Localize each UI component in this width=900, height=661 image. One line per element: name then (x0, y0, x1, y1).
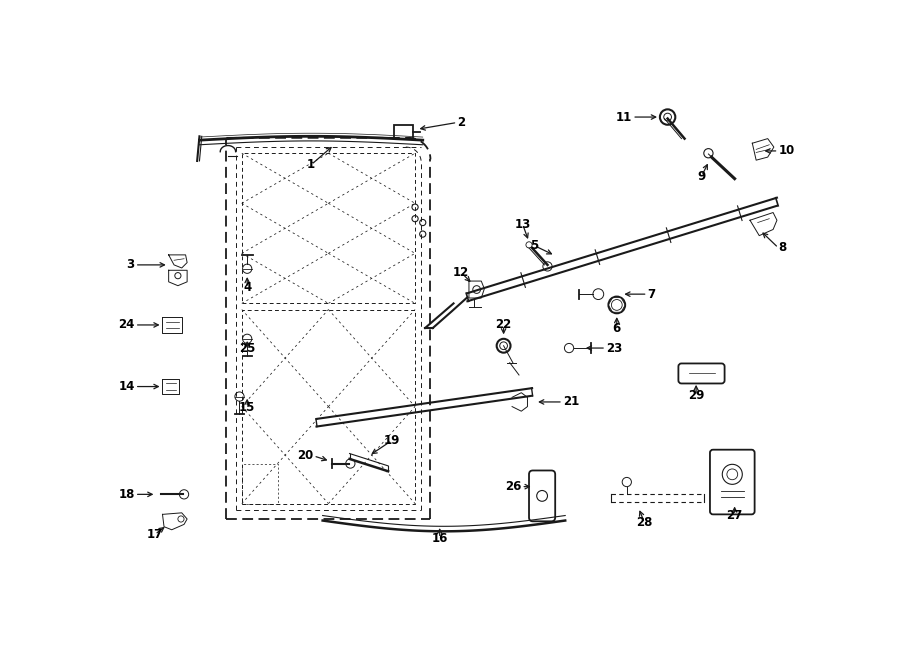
Text: 17: 17 (147, 528, 163, 541)
Text: 29: 29 (688, 389, 705, 403)
Text: 8: 8 (778, 241, 787, 254)
Text: 1: 1 (307, 158, 315, 171)
Text: 24: 24 (119, 319, 135, 331)
Text: 3: 3 (127, 258, 135, 272)
Text: 22: 22 (496, 319, 512, 331)
Text: 20: 20 (297, 449, 313, 462)
Text: 28: 28 (636, 516, 652, 529)
Text: 15: 15 (239, 401, 256, 414)
Text: 5: 5 (530, 239, 538, 252)
Text: 14: 14 (119, 380, 135, 393)
Text: 6: 6 (613, 321, 621, 334)
Text: 18: 18 (119, 488, 135, 501)
Text: 12: 12 (453, 266, 470, 279)
Text: 13: 13 (515, 218, 531, 231)
Text: 26: 26 (505, 480, 521, 493)
Text: 21: 21 (562, 395, 579, 408)
Text: 11: 11 (616, 110, 632, 124)
Text: 7: 7 (648, 288, 656, 301)
Text: 19: 19 (383, 434, 400, 447)
Text: 4: 4 (243, 282, 251, 295)
Bar (394, 125, 413, 139)
Text: 10: 10 (778, 145, 795, 157)
Text: 9: 9 (698, 170, 706, 183)
Text: 27: 27 (726, 509, 742, 522)
Text: 16: 16 (431, 531, 448, 545)
Text: 23: 23 (606, 342, 622, 354)
Text: 25: 25 (239, 342, 256, 354)
Text: 2: 2 (457, 116, 465, 129)
